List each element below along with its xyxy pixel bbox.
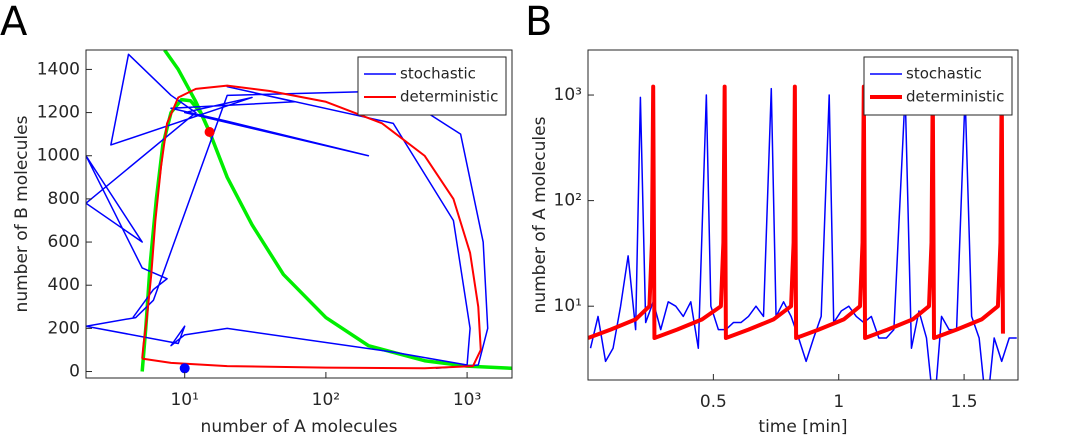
plot-area [86,50,512,374]
point [179,363,190,374]
point [204,127,215,137]
x-axis-label: time [min] [758,417,847,437]
axis-box [85,49,513,379]
legend-label: stochastic [400,65,476,83]
y-tick-label: 10¹ [554,296,582,316]
x-axis-label: number of A molecules [201,417,398,437]
y-tick-label: 10³ [554,85,582,105]
panel-label: B [525,0,552,45]
legend-box [863,56,1013,116]
y-tick-label: 600 [48,232,80,252]
y-tick-label: 10² [554,191,582,211]
x-tick-label: 1 [833,392,844,412]
panel-label: A [0,0,28,45]
x-tick-label: 10¹ [170,390,198,410]
axis-box [587,49,1019,381]
nullcline [163,50,512,371]
series-line [141,84,482,370]
series-line [86,53,489,370]
legend: stochastic deterministic [863,56,1013,116]
series-line [588,84,1005,340]
legend-box [357,56,507,116]
y-tick-label: 200 [48,318,80,338]
y-tick-label: 1400 [37,59,80,79]
legend-label: deterministic [906,88,1004,106]
x-tick-label: 10² [312,390,340,410]
legend: stochastic deterministic [357,56,507,116]
x-tick-label: 1.5 [951,392,978,412]
y-tick-label: 400 [48,275,80,295]
plot-area [588,84,1017,380]
legend-label: stochastic [906,65,982,83]
legend-label: deterministic [400,88,498,106]
y-tick-label: 800 [48,189,80,209]
nullcline [140,97,212,372]
y-axis-label: number of A molecules [530,116,550,313]
x-tick-label: 0.5 [700,392,727,412]
x-tick-label: 10³ [453,390,481,410]
y-tick-label: 0 [69,362,80,382]
y-tick-label: 1200 [37,103,80,123]
y-axis-label: number of B molecules [12,115,32,312]
y-tick-label: 1000 [37,146,80,166]
